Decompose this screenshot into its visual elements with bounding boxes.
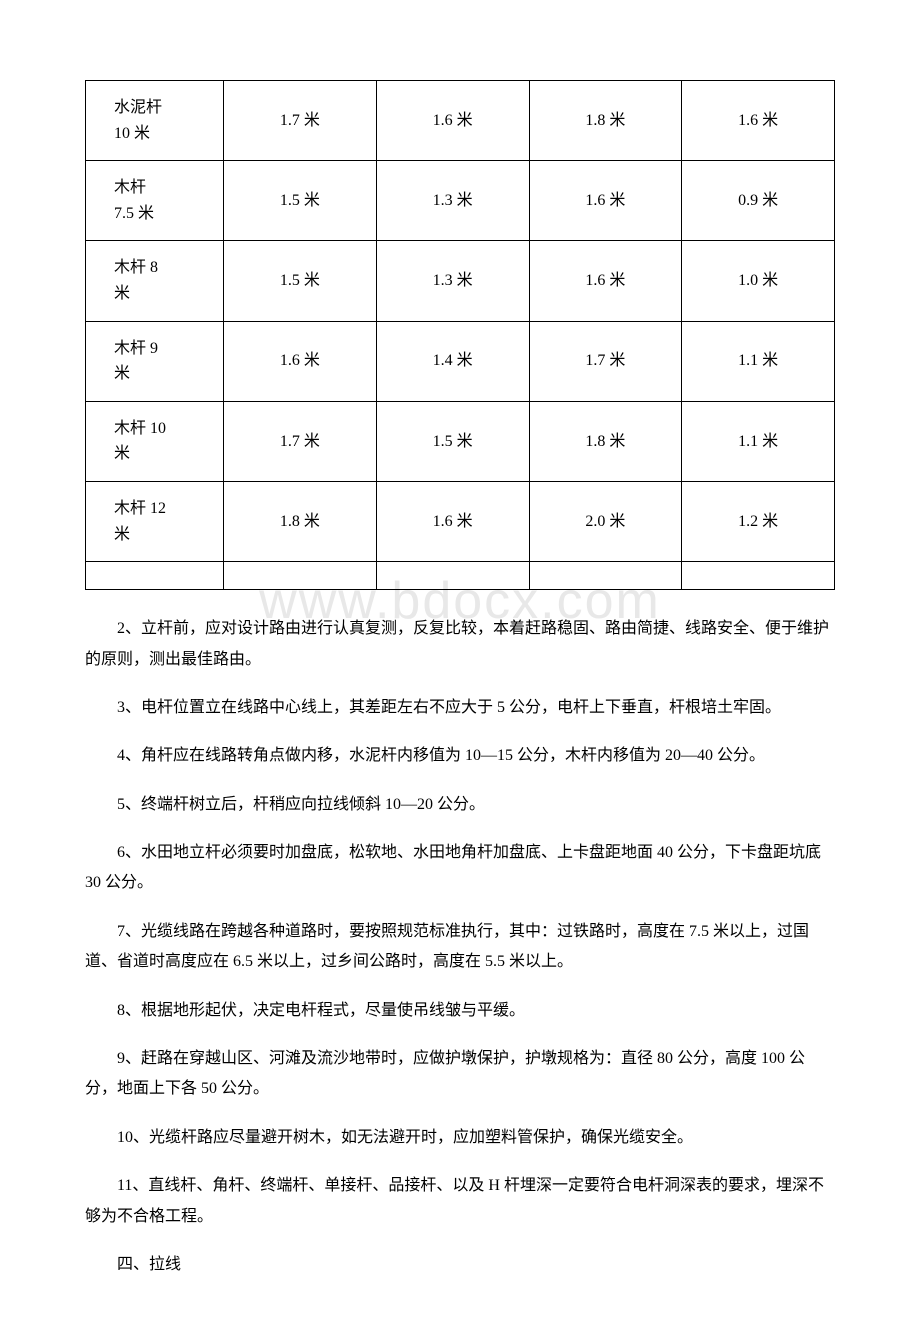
table-cell: 1.6 米 [682, 81, 835, 161]
table-cell: 1.6 米 [376, 81, 529, 161]
table-cell: 1.7 米 [224, 401, 377, 481]
table-cell: 1.5 米 [224, 161, 377, 241]
table-cell: 1.0 米 [682, 241, 835, 321]
row-label: 木杆 8米 [86, 241, 224, 321]
paragraph-2: 2、立杆前，应对设计路由进行认真复测，反复比较，本着赶路稳固、路由简捷、线路安全… [85, 614, 835, 675]
empty-cell [86, 562, 224, 590]
paragraph-3: 3、电杆位置立在线路中心线上，其差距左右不应大于 5 公分，电杆上下垂直，杆根培… [85, 693, 835, 723]
table-cell: 1.6 米 [224, 321, 377, 401]
table-cell: 1.2 米 [682, 481, 835, 561]
table-cell: 1.8 米 [224, 481, 377, 561]
table-cell: 1.8 米 [529, 81, 682, 161]
paragraph-5: 5、终端杆树立后，杆稍应向拉线倾斜 10—20 公分。 [85, 790, 835, 820]
document-content: 水泥杆10 米 1.7 米 1.6 米 1.8 米 1.6 米 木杆7.5 米 … [85, 80, 835, 1280]
row-label: 水泥杆10 米 [86, 81, 224, 161]
table-cell: 1.4 米 [376, 321, 529, 401]
table-row: 木杆 8米 1.5 米 1.3 米 1.6 米 1.0 米 [86, 241, 835, 321]
table-cell: 1.1 米 [682, 401, 835, 481]
empty-cell [529, 562, 682, 590]
paragraph-9: 9、赶路在穿越山区、河滩及流沙地带时，应做护墩保护，护墩规格为：直径 80 公分… [85, 1044, 835, 1105]
table-cell: 0.9 米 [682, 161, 835, 241]
table-row: 木杆 9米 1.6 米 1.4 米 1.7 米 1.1 米 [86, 321, 835, 401]
table-cell: 1.5 米 [376, 401, 529, 481]
row-label: 木杆 9米 [86, 321, 224, 401]
table-cell: 1.7 米 [529, 321, 682, 401]
paragraph-7: 7、光缆线路在跨越各种道路时，要按照规范标准执行，其中：过铁路时，高度在 7.5… [85, 917, 835, 978]
empty-cell [224, 562, 377, 590]
table-cell: 1.6 米 [529, 241, 682, 321]
paragraph-8: 8、根据地形起伏，决定电杆程式，尽量使吊线皱与平缓。 [85, 996, 835, 1026]
row-label: 木杆7.5 米 [86, 161, 224, 241]
table-cell: 1.7 米 [224, 81, 377, 161]
table-cell: 1.6 米 [529, 161, 682, 241]
table-empty-row [86, 562, 835, 590]
empty-cell [376, 562, 529, 590]
empty-cell [682, 562, 835, 590]
paragraph-6: 6、水田地立杆必须要时加盘底，松软地、水田地角杆加盘底、上卡盘距地面 40 公分… [85, 838, 835, 899]
table-cell: 1.3 米 [376, 241, 529, 321]
table-row: 木杆7.5 米 1.5 米 1.3 米 1.6 米 0.9 米 [86, 161, 835, 241]
table-row: 木杆 12米 1.8 米 1.6 米 2.0 米 1.2 米 [86, 481, 835, 561]
section-4-title: 四、拉线 [85, 1250, 835, 1280]
pole-depth-table: 水泥杆10 米 1.7 米 1.6 米 1.8 米 1.6 米 木杆7.5 米 … [85, 80, 835, 590]
paragraph-4: 4、角杆应在线路转角点做内移，水泥杆内移值为 10—15 公分，木杆内移值为 2… [85, 741, 835, 771]
row-label: 木杆 10米 [86, 401, 224, 481]
table-row: 水泥杆10 米 1.7 米 1.6 米 1.8 米 1.6 米 [86, 81, 835, 161]
table-cell: 1.6 米 [376, 481, 529, 561]
table-row: 木杆 10米 1.7 米 1.5 米 1.8 米 1.1 米 [86, 401, 835, 481]
table-cell: 2.0 米 [529, 481, 682, 561]
paragraph-10: 10、光缆杆路应尽量避开树木，如无法避开时，应加塑料管保护，确保光缆安全。 [85, 1123, 835, 1153]
row-label: 木杆 12米 [86, 481, 224, 561]
table-cell: 1.5 米 [224, 241, 377, 321]
table-cell: 1.3 米 [376, 161, 529, 241]
paragraph-11: 11、直线杆、角杆、终端杆、单接杆、品接杆、以及 H 杆埋深一定要符合电杆洞深表… [85, 1171, 835, 1232]
table-cell: 1.8 米 [529, 401, 682, 481]
table-cell: 1.1 米 [682, 321, 835, 401]
